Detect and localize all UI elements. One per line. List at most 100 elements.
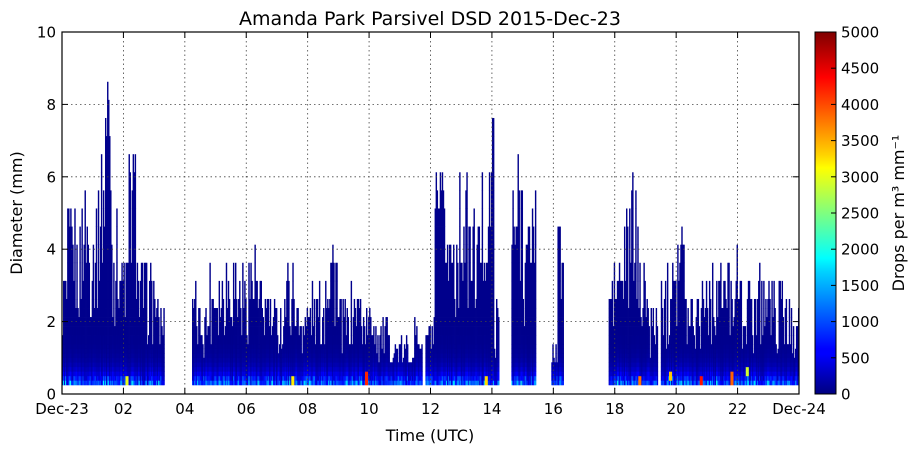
heatmap-cell: [145, 344, 148, 350]
heatmap-cell: [370, 366, 372, 372]
heatmap-cell: [87, 298, 90, 309]
heatmap-cell: [94, 380, 97, 386]
heatmap-cell: [92, 371, 95, 377]
heatmap-cell: [69, 375, 71, 381]
heatmap-cell: [266, 317, 269, 327]
heatmap-cell: [84, 208, 86, 227]
heatmap-cell: [437, 244, 440, 264]
heatmap-cell: [288, 380, 290, 386]
heatmap-cell: [249, 326, 251, 336]
heatmap-cell: [348, 353, 351, 359]
heatmap-cell: [143, 362, 146, 368]
heatmap-cell: [428, 335, 430, 345]
heatmap-cell: [252, 375, 254, 381]
heatmap-cell: [144, 371, 147, 377]
heatmap-cell: [70, 208, 72, 227]
heatmap-cell: [199, 326, 201, 336]
heatmap-cell: [282, 357, 284, 363]
heatmap-cell: [96, 371, 99, 377]
heatmap-cell: [344, 357, 346, 363]
heatmap-cell: [279, 357, 281, 363]
heatmap-cell: [134, 353, 137, 359]
heatmap-cell: [354, 335, 357, 345]
heatmap-cell: [123, 357, 125, 363]
heatmap-cell: [331, 380, 333, 386]
heatmap-cell: [157, 362, 159, 368]
heatmap-cell: [367, 357, 369, 363]
heatmap-cell: [327, 366, 329, 372]
heatmap-cell: [115, 380, 117, 386]
heatmap-cell: [472, 375, 474, 381]
heatmap-cell: [86, 308, 88, 318]
heatmap-cell: [108, 344, 110, 350]
heatmap-cell: [119, 348, 121, 354]
heatmap-cell: [246, 353, 248, 359]
heatmap-cell: [129, 344, 131, 350]
heatmap-cell: [452, 348, 454, 354]
heatmap-cell: [407, 366, 410, 372]
heatmap-cell: [335, 357, 337, 363]
heatmap-cell: [288, 344, 290, 350]
heatmap-cell: [94, 326, 97, 336]
heatmap-cell: [313, 380, 316, 386]
heatmap-cell: [259, 326, 261, 336]
heatmap-cell: [333, 326, 335, 336]
heatmap-cell: [399, 353, 402, 359]
heatmap-cell: [103, 262, 106, 282]
heatmap-cell: [216, 380, 218, 386]
heatmap-cell: [473, 362, 475, 368]
heatmap-cell: [315, 348, 318, 354]
heatmap-cell: [362, 371, 365, 377]
heatmap-cell: [456, 366, 458, 372]
heatmap-cell: [81, 357, 83, 363]
heatmap-cell: [137, 308, 140, 318]
heatmap-cell: [379, 335, 381, 345]
heatmap-cell: [138, 344, 141, 350]
heatmap-cell: [322, 380, 324, 386]
heatmap-cell: [117, 308, 119, 318]
heatmap-cell: [465, 344, 467, 350]
heatmap-cell: [454, 362, 456, 368]
heatmap-cell: [309, 375, 312, 381]
heatmap-cell: [141, 344, 144, 350]
heatmap-cell: [429, 366, 431, 372]
heatmap-cell: [139, 298, 142, 309]
heatmap-cell: [192, 375, 194, 381]
heatmap-cell: [86, 380, 88, 386]
heatmap-cell: [110, 362, 112, 368]
heatmap-cell: [315, 298, 318, 309]
heatmap-cell: [136, 298, 139, 309]
heatmap-cell: [81, 326, 83, 336]
heatmap-cell: [399, 371, 402, 377]
heatmap-cell: [107, 366, 109, 372]
heatmap-cell: [95, 326, 98, 336]
heatmap-cell: [402, 380, 405, 386]
heatmap-cell: [157, 375, 159, 381]
heatmap-cell: [353, 308, 356, 318]
heatmap-cell: [389, 366, 391, 372]
heatmap-cell: [269, 308, 272, 318]
heatmap-cell: [357, 326, 360, 336]
heatmap-cell: [217, 366, 220, 372]
heatmap-cell: [399, 362, 402, 368]
heatmap-cell: [300, 348, 302, 354]
heatmap-cell: [326, 362, 328, 368]
heatmap-cell: [332, 244, 334, 264]
heatmap-cell: [112, 375, 114, 381]
heatmap-cell: [328, 326, 330, 336]
heatmap-cell: [239, 344, 241, 350]
heatmap-cell: [343, 335, 345, 345]
heatmap-cell: [248, 262, 250, 282]
heatmap-cell: [339, 344, 341, 350]
heatmap-cell: [205, 326, 207, 336]
heatmap-cell: [230, 353, 233, 359]
heatmap-cell: [405, 371, 408, 377]
heatmap-cell: [197, 357, 199, 363]
heatmap-cell: [74, 326, 76, 336]
heatmap-cell: [80, 380, 82, 386]
heatmap-cell: [473, 371, 475, 377]
heatmap-cell: [420, 348, 422, 354]
heatmap-cell: [375, 371, 377, 377]
heatmap-cell: [217, 353, 220, 359]
heatmap-cell: [398, 375, 401, 381]
